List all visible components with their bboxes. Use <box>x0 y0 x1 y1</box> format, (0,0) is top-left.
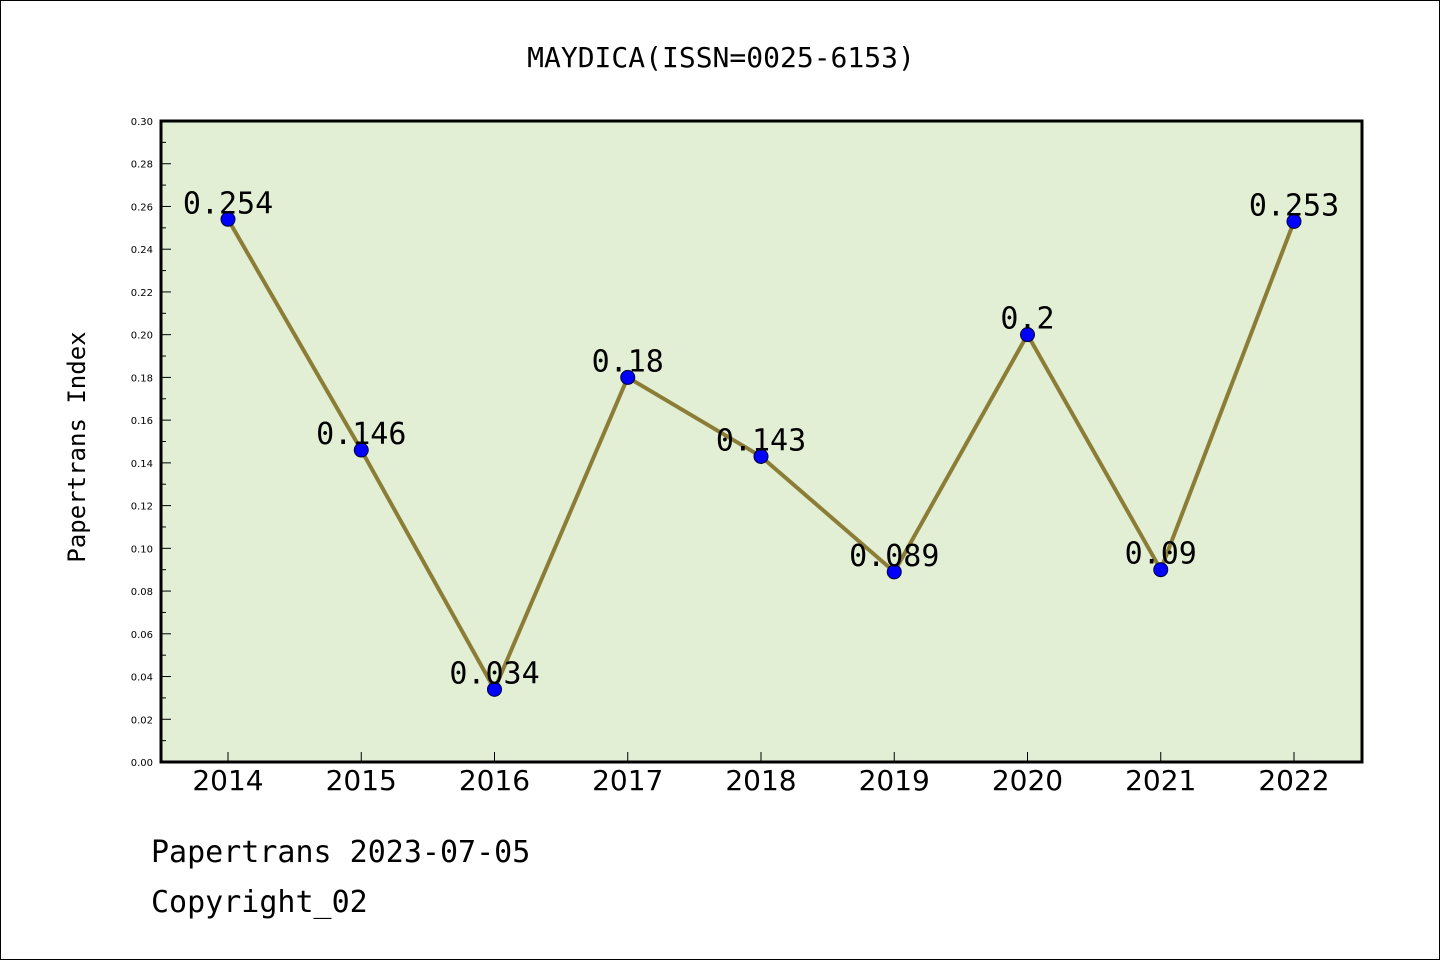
data-label: 0.034 <box>449 656 539 691</box>
data-label: 0.143 <box>716 423 806 458</box>
data-point <box>487 681 502 697</box>
x-tick-label: 2015 <box>326 764 397 797</box>
y-tick-label: 0.06 <box>131 630 153 641</box>
y-tick-label: 0.18 <box>131 373 153 384</box>
data-point <box>220 211 236 227</box>
x-tick-label: 2020 <box>992 764 1063 797</box>
y-tick-label: 0.00 <box>131 758 153 769</box>
x-tick-label: 2016 <box>459 764 530 797</box>
data-point <box>753 448 769 464</box>
x-tick-label: 2019 <box>859 764 930 797</box>
data-label: 0.253 <box>1249 188 1339 223</box>
data-label: 0.2 <box>1000 302 1054 337</box>
y-tick-label: 0.22 <box>131 288 153 299</box>
x-tick-label: 2018 <box>725 764 796 797</box>
data-point <box>1286 213 1302 229</box>
y-tick-label: 0.10 <box>131 544 153 555</box>
y-tick-label: 0.08 <box>131 587 153 598</box>
data-point <box>1020 327 1035 343</box>
y-tick-label: 0.26 <box>131 202 153 213</box>
data-point <box>620 369 636 385</box>
y-tick-label: 0.16 <box>131 416 153 427</box>
data-point <box>886 564 902 580</box>
data-label: 0.18 <box>592 344 664 379</box>
y-tick-label: 0.04 <box>131 673 153 684</box>
data-label: 0.089 <box>849 539 939 574</box>
data-point <box>353 442 369 458</box>
x-tick-label: 2017 <box>592 764 663 797</box>
y-tick-label: 0.02 <box>131 715 153 726</box>
y-tick-label: 0.14 <box>131 459 153 470</box>
x-axis: 2014 2015 2016 2017 2018 2019 2020 2021 2022 <box>192 752 1330 797</box>
data-point <box>1153 562 1169 578</box>
x-tick-label: 2021 <box>1125 764 1196 797</box>
plot-area <box>159 119 1364 764</box>
y-tick-label: 0.20 <box>131 331 153 342</box>
x-tick-label: 2014 <box>192 764 263 797</box>
x-tick-label: 2022 <box>1258 764 1329 797</box>
data-label: 0.09 <box>1125 537 1197 572</box>
y-axis: 0.00 0.02 0.04 0.06 0.08 0.10 0.12 0.14 0.16 0.18… <box>131 117 171 769</box>
footer-copyright-text: Copyright_02 <box>151 885 368 920</box>
data-label-group: 0.254 0.146 0.034 0.18 0.143 0.089 0.2 0.09 0.25… <box>183 186 1339 691</box>
y-axis-label: Papertrans Index <box>63 331 91 562</box>
y-tick-label: 0.28 <box>131 160 153 171</box>
footer-date-text: Papertrans 2023-07-05 <box>151 835 531 870</box>
data-label: 0.146 <box>316 417 406 452</box>
y-tick-label: 0.30 <box>131 117 153 128</box>
data-label: 0.254 <box>183 186 273 221</box>
y-tick-label: 0.12 <box>131 502 153 513</box>
series-group <box>220 211 1302 697</box>
y-tick-label: 0.24 <box>131 245 153 256</box>
chart-title: MAYDICA(ISSN=0025-6153) <box>527 41 915 74</box>
